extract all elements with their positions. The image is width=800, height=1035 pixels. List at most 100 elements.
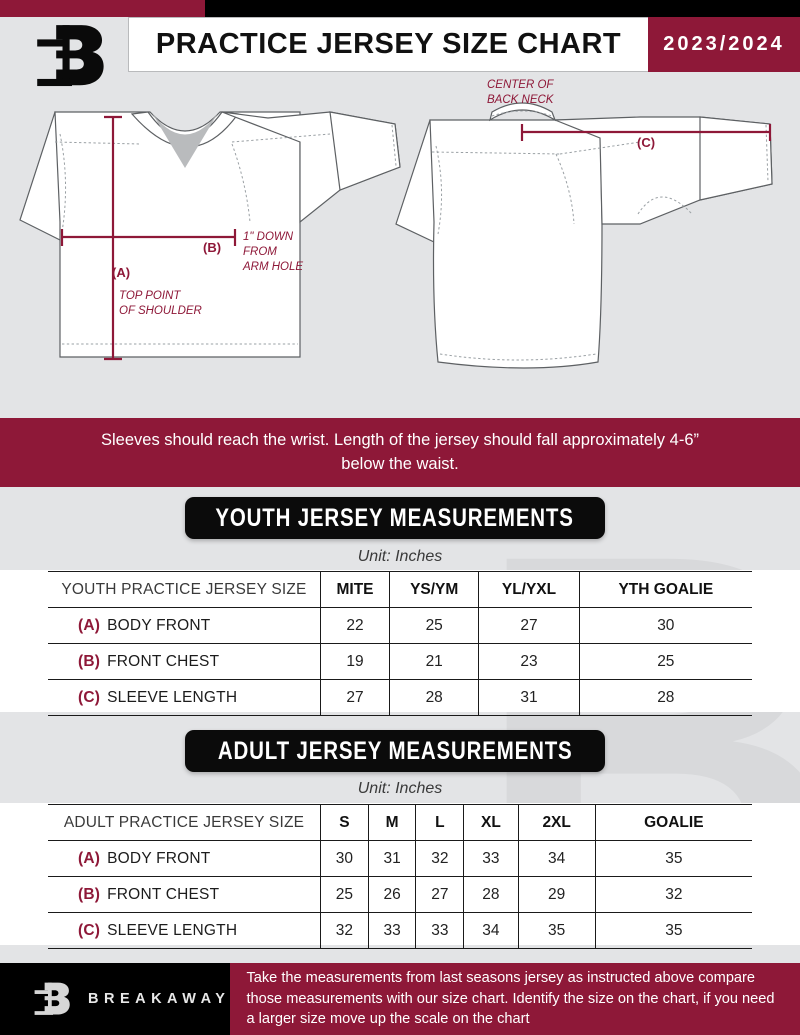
adult-size-col-0: S (320, 804, 369, 841)
front-caption-a-2: OF SHOULDER (119, 305, 202, 317)
footer-bar: BREAKAWAY Take the measurements from las… (0, 963, 800, 1035)
table-row: (A) BODY FRONT 30 31 32 33 34 35 (48, 840, 752, 877)
table-row: (B) FRONT CHEST 25 26 27 28 29 32 (48, 876, 752, 913)
youth-row-name-b: FRONT CHEST (107, 652, 220, 670)
youth-cell-0-2: 27 (478, 607, 580, 644)
adult-cell-0-1: 31 (368, 840, 417, 877)
youth-row-header: YOUTH PRACTICE JERSEY SIZE (48, 571, 321, 608)
youth-row-tag-a: (A) (78, 616, 101, 634)
youth-row-label-a: (A) BODY FRONT (48, 607, 321, 644)
youth-cell-1-0: 19 (320, 643, 391, 680)
adult-row-label-c: (C) SLEEVE LENGTH (48, 912, 321, 949)
table-row: (A) BODY FRONT 22 25 27 30 (48, 607, 752, 644)
youth-cell-1-2: 23 (478, 643, 580, 680)
back-dim-tag-c: (C) (637, 135, 655, 150)
adult-cell-0-2: 32 (415, 840, 465, 877)
season-box: 2023/2024 (648, 17, 800, 72)
footer-brand-block: BREAKAWAY (0, 963, 231, 1035)
front-caption-b-2: FROM (243, 246, 277, 258)
adult-row-tag-a: (A) (78, 849, 101, 867)
adult-size-col-3: XL (463, 804, 519, 841)
breakaway-b-logo-icon (37, 25, 104, 87)
adult-section-label: ADULT JERSEY MEASUREMENTS (217, 736, 573, 765)
adult-cell-0-0: 30 (320, 840, 369, 877)
youth-cell-2-1: 28 (389, 679, 480, 716)
front-dim-tag-b: (B) (203, 240, 221, 255)
youth-unit-label: Unit: Inches (357, 548, 443, 565)
adult-unit-label: Unit: Inches (357, 780, 443, 797)
youth-section-label: YOUTH JERSEY MEASUREMENTS (215, 503, 575, 532)
adult-cell-1-1: 26 (368, 876, 417, 913)
adult-size-col-2: L (415, 804, 465, 841)
back-jersey-illustration: (C) CENTER OF BACK NECK (395, 79, 773, 369)
youth-cell-2-2: 31 (478, 679, 580, 716)
youth-row-name-c: SLEEVE LENGTH (107, 688, 238, 706)
youth-cell-2-0: 27 (320, 679, 391, 716)
adult-cell-2-5: 35 (595, 912, 752, 949)
footer-instruction-block: Take the measurements from last seasons … (230, 963, 800, 1035)
adult-row-tag-b: (B) (78, 885, 101, 903)
adult-cell-0-3: 33 (463, 840, 519, 877)
front-caption-a-1: TOP POINT (119, 290, 181, 302)
youth-row-label-b: (B) FRONT CHEST (48, 643, 321, 680)
front-caption-b-3: ARM HOLE (242, 261, 303, 273)
youth-size-col-2: YL/YXL (478, 571, 580, 608)
adult-row-header: ADULT PRACTICE JERSEY SIZE (48, 804, 321, 841)
adult-row-label-a: (A) BODY FRONT (48, 840, 321, 877)
footer-instruction-text: Take the measurements from last seasons … (246, 969, 775, 1028)
fit-note-banner: Sleeves should reach the wrist. Length o… (0, 418, 800, 487)
table-row: (B) FRONT CHEST 19 21 23 25 (48, 643, 752, 680)
youth-size-col-1: YS/YM (389, 571, 480, 608)
adult-cell-1-3: 28 (463, 876, 519, 913)
front-caption-b-1: 1" DOWN (243, 231, 294, 243)
season-label: 2023/2024 (663, 33, 785, 55)
breakaway-b-logo-icon (34, 982, 70, 1015)
adult-size-col-4: 2XL (518, 804, 596, 841)
front-jersey-illustration: (B) (A) 1" DOWN FROM ARM HOLE TOP POINT … (19, 111, 401, 361)
youth-size-table: YOUTH PRACTICE JERSEY SIZE MITE YS/YM YL… (48, 571, 752, 716)
adult-cell-1-0: 25 (320, 876, 369, 913)
page-title-box: PRACTICE JERSEY SIZE CHART (128, 17, 648, 72)
jersey-diagrams: .jf{fill:#ffffff;stroke:#5d6063;stroke-w… (19, 79, 773, 369)
header-bar: PRACTICE JERSEY SIZE CHART 2023/2024 (128, 17, 800, 72)
adult-header-row: ADULT PRACTICE JERSEY SIZE S M L XL 2XL … (48, 804, 752, 841)
adult-cell-1-4: 29 (518, 876, 596, 913)
youth-row-name-a: BODY FRONT (107, 616, 211, 634)
youth-size-col-3: YTH GOALIE (579, 571, 752, 608)
adult-cell-1-5: 32 (595, 876, 752, 913)
adult-section-pill: ADULT JERSEY MEASUREMENTS (185, 730, 605, 772)
adult-row-tag-c: (C) (78, 921, 101, 939)
youth-row-tag-b: (B) (78, 652, 101, 670)
adult-size-table: ADULT PRACTICE JERSEY SIZE S M L XL 2XL … (48, 804, 752, 949)
youth-cell-1-1: 21 (389, 643, 480, 680)
youth-cell-0-3: 30 (579, 607, 752, 644)
adult-cell-1-2: 27 (415, 876, 465, 913)
adult-cell-2-1: 33 (368, 912, 417, 949)
adult-cell-2-3: 34 (463, 912, 519, 949)
youth-header-row: YOUTH PRACTICE JERSEY SIZE MITE YS/YM YL… (48, 571, 752, 608)
adult-cell-0-4: 34 (518, 840, 596, 877)
adult-cell-0-5: 35 (595, 840, 752, 877)
top-maroon-bar (0, 0, 205, 17)
adult-cell-2-4: 35 (518, 912, 596, 949)
front-dim-tag-a: (A) (112, 265, 130, 280)
youth-cell-2-3: 28 (579, 679, 752, 716)
youth-section-pill: YOUTH JERSEY MEASUREMENTS (185, 497, 605, 539)
adult-size-col-1: M (368, 804, 417, 841)
footer-brand-name: BREAKAWAY (88, 991, 231, 1007)
adult-row-name-a: BODY FRONT (107, 849, 211, 867)
youth-cell-0-1: 25 (389, 607, 480, 644)
youth-row-label-c: (C) SLEEVE LENGTH (48, 679, 321, 716)
youth-cell-1-3: 25 (579, 643, 752, 680)
youth-row-tag-c: (C) (78, 688, 101, 706)
page-title: PRACTICE JERSEY SIZE CHART (155, 28, 622, 60)
table-row: (C) SLEEVE LENGTH 32 33 33 34 35 35 (48, 912, 752, 949)
back-caption-c-2: BACK NECK (487, 94, 555, 106)
adult-size-col-5: GOALIE (595, 804, 752, 841)
youth-cell-0-0: 22 (320, 607, 391, 644)
fit-note-text: Sleeves should reach the wrist. Length o… (101, 430, 699, 473)
youth-size-col-0: MITE (320, 571, 391, 608)
adult-row-name-b: FRONT CHEST (107, 885, 220, 903)
back-caption-c-1: CENTER OF (487, 79, 554, 91)
